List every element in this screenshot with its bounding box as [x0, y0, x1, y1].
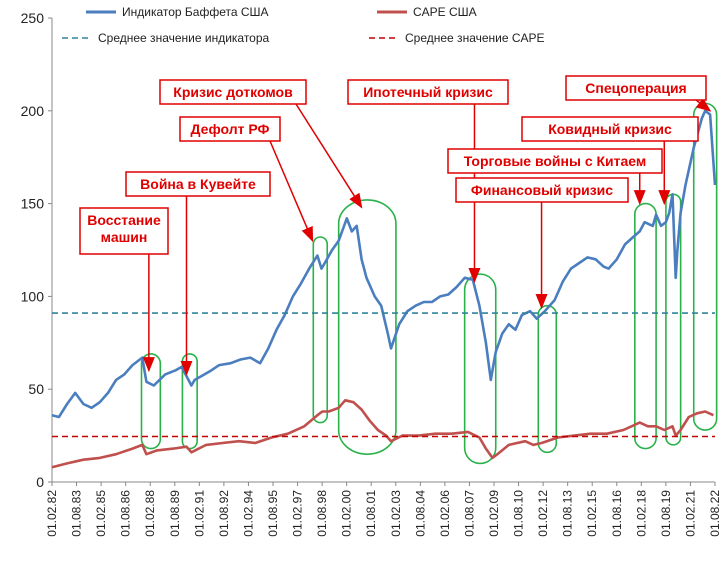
- annotation-box: [565, 75, 707, 101]
- crisis-ellipse: [537, 304, 558, 454]
- crisis-ellipse: [634, 202, 657, 450]
- x-tick-label: 01.08.13: [561, 490, 575, 537]
- axes: 0 50 100 150 200 250 01.02.82 01.08.83 01.02.85 0…: [21, 10, 722, 537]
- x-tick-label: 01.02.00: [340, 490, 354, 537]
- crisis-ellipse: [181, 353, 198, 450]
- x-tick-label: 01.08.83: [70, 490, 84, 537]
- annotation-arrow: [695, 97, 712, 112]
- x-tick-label: 01.02.97: [291, 490, 305, 537]
- annotation-box: [455, 177, 629, 203]
- series-line: [51, 398, 714, 469]
- x-tick-label: 01.02.88: [143, 490, 157, 537]
- y-tick-label: 200: [21, 103, 45, 119]
- x-tick-label: 01.08.01: [364, 490, 378, 537]
- annotations: Восстание машин Война в Кувейте Дефолт РФ Кр…: [79, 75, 712, 376]
- annotation-label: Спецоперация: [585, 80, 686, 96]
- annotation-label-line: машин: [101, 229, 148, 245]
- x-tick-label: 01.02.06: [438, 490, 452, 537]
- x-tick-label: 01.08.16: [610, 490, 624, 537]
- annotation-box: [521, 116, 699, 142]
- annotation-label: Кризис доткомов: [173, 84, 293, 100]
- x-tick-label: 01.08.86: [119, 490, 133, 537]
- annotation-box: [125, 171, 271, 197]
- crisis-ellipse: [140, 353, 162, 450]
- legend-entry: Среднее значение индикатора: [98, 31, 270, 45]
- series-line: [51, 109, 717, 419]
- annotation-arrow: [295, 103, 363, 209]
- annotation-box: [179, 116, 281, 142]
- x-tick-label: 01.08.07: [462, 490, 476, 537]
- x-tick-label: 01.08.92: [217, 490, 231, 537]
- x-tick-label: 01.02.85: [94, 490, 108, 537]
- annotation-label: Война в Кувейте: [140, 176, 256, 192]
- series-lines: [51, 109, 717, 469]
- x-tick-label: 01.08.22: [708, 490, 722, 537]
- x-tick-label: 01.02.18: [634, 490, 648, 537]
- x-tick-label: 01.02.12: [536, 490, 550, 537]
- annotation-box: [159, 79, 307, 105]
- x-tick-label: 01.08.98: [315, 490, 329, 537]
- crisis-ellipse: [463, 273, 497, 465]
- y-tick-label: 100: [21, 288, 45, 304]
- x-tick-label: 01.02.94: [241, 490, 255, 537]
- x-tick-label: 01.02.03: [389, 490, 403, 537]
- annotation-box: [447, 148, 663, 174]
- x-tick-label: 01.08.19: [659, 490, 673, 537]
- annotation-label-line: Восстание: [87, 212, 161, 228]
- x-tick-label: 01.02.82: [45, 490, 59, 537]
- annotation-box: [79, 207, 169, 255]
- x-tick-label: 01.08.10: [512, 490, 526, 537]
- annotation-label: Восстание машин: [87, 212, 161, 245]
- annotation-box: [347, 79, 509, 105]
- x-tick-label: 01.02.09: [487, 490, 501, 537]
- x-tick-label: 01.02.15: [585, 490, 599, 537]
- legend-entry: CAPE США: [413, 5, 477, 19]
- x-tick-label: 01.08.04: [413, 490, 427, 537]
- annotation-label: Финансовый кризис: [471, 182, 613, 198]
- legend-entry: Среднее значение CAPE: [405, 31, 545, 45]
- crisis-ellipse: [337, 199, 397, 455]
- crisis-ellipse: [312, 236, 329, 424]
- y-tick-label: 50: [28, 381, 44, 397]
- y-tick-label: 0: [36, 474, 44, 490]
- y-tick-label: 150: [21, 196, 45, 212]
- annotation-label: Ипотечный кризис: [363, 84, 493, 100]
- legend-entry: Индикатор Баффета США: [122, 5, 269, 19]
- x-tick-label: 01.08.89: [168, 490, 182, 537]
- annotation-label: Дефолт РФ: [191, 121, 270, 137]
- annotation-label: Ковидный кризис: [548, 121, 672, 137]
- annotation-arrow: [269, 140, 314, 243]
- annotation-label: Торговые войны с Китаем: [464, 153, 647, 169]
- x-tick-label: 01.08.95: [266, 490, 280, 537]
- y-tick-label: 250: [21, 10, 45, 26]
- legend: Индикатор Баффета США CAPE США Среднее зна…: [62, 5, 545, 45]
- x-tick-label: 01.02.21: [683, 490, 697, 537]
- x-tick-label: 01.02.91: [192, 490, 206, 537]
